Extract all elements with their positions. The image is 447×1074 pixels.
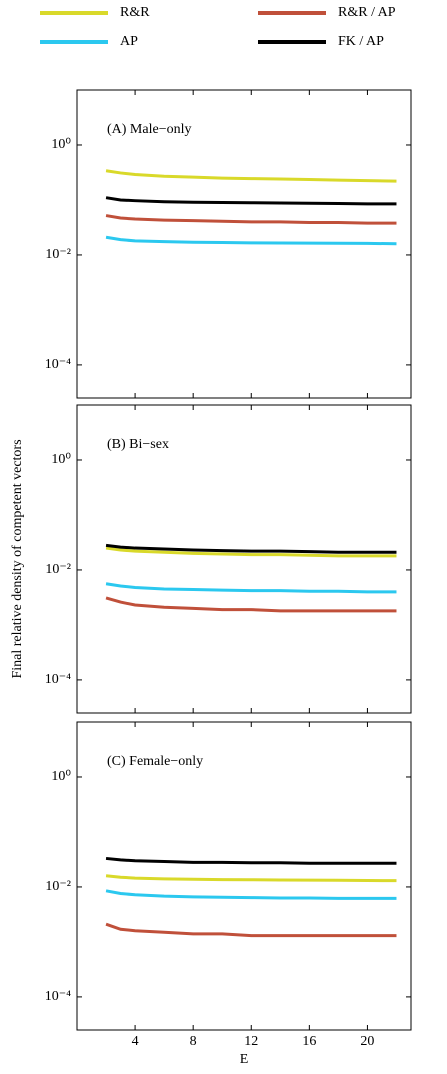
y-tick-label: 10⁰ bbox=[51, 137, 71, 152]
panel-title: (C) Female−only bbox=[107, 754, 203, 769]
data-line bbox=[105, 856, 397, 865]
data-line bbox=[105, 582, 397, 594]
x-tick-label: 4 bbox=[132, 1034, 139, 1049]
data-line bbox=[105, 196, 397, 206]
y-tick-label: 10⁻⁴ bbox=[45, 357, 71, 372]
legend-label: FK / AP bbox=[338, 34, 384, 49]
data-line bbox=[105, 546, 397, 558]
y-tick-label: 10⁻⁴ bbox=[45, 672, 71, 687]
data-line bbox=[105, 922, 397, 938]
y-tick-label: 10⁻² bbox=[45, 562, 71, 577]
panel-title: (A) Male−only bbox=[107, 122, 192, 137]
y-tick-label: 10⁻² bbox=[45, 879, 71, 894]
y-tick-label: 10⁻² bbox=[45, 247, 71, 262]
x-axis-label: E bbox=[240, 1052, 249, 1067]
panel-title: (B) Bi−sex bbox=[107, 437, 169, 452]
data-line bbox=[105, 214, 397, 225]
x-tick-label: 16 bbox=[302, 1034, 316, 1049]
plot-frame bbox=[76, 721, 412, 1031]
y-tick-label: 10⁰ bbox=[51, 769, 71, 784]
data-line bbox=[105, 169, 397, 183]
legend-label: AP bbox=[120, 34, 138, 49]
x-tick-label: 12 bbox=[244, 1034, 258, 1049]
y-axis-label: Final relative density of competent vect… bbox=[10, 439, 25, 678]
y-tick-label: 10⁻⁴ bbox=[45, 989, 71, 1004]
data-line bbox=[105, 889, 397, 900]
legend-label: R&R / AP bbox=[338, 5, 396, 20]
data-line bbox=[105, 596, 397, 613]
data-line bbox=[105, 543, 397, 554]
y-tick-label: 10⁰ bbox=[51, 452, 71, 467]
plot-frame bbox=[76, 404, 412, 714]
data-line bbox=[105, 874, 397, 883]
x-tick-label: 20 bbox=[360, 1034, 374, 1049]
plot-frame bbox=[76, 89, 412, 399]
data-line bbox=[105, 235, 397, 246]
legend-label: R&R bbox=[120, 5, 150, 20]
x-tick-label: 8 bbox=[190, 1034, 197, 1049]
